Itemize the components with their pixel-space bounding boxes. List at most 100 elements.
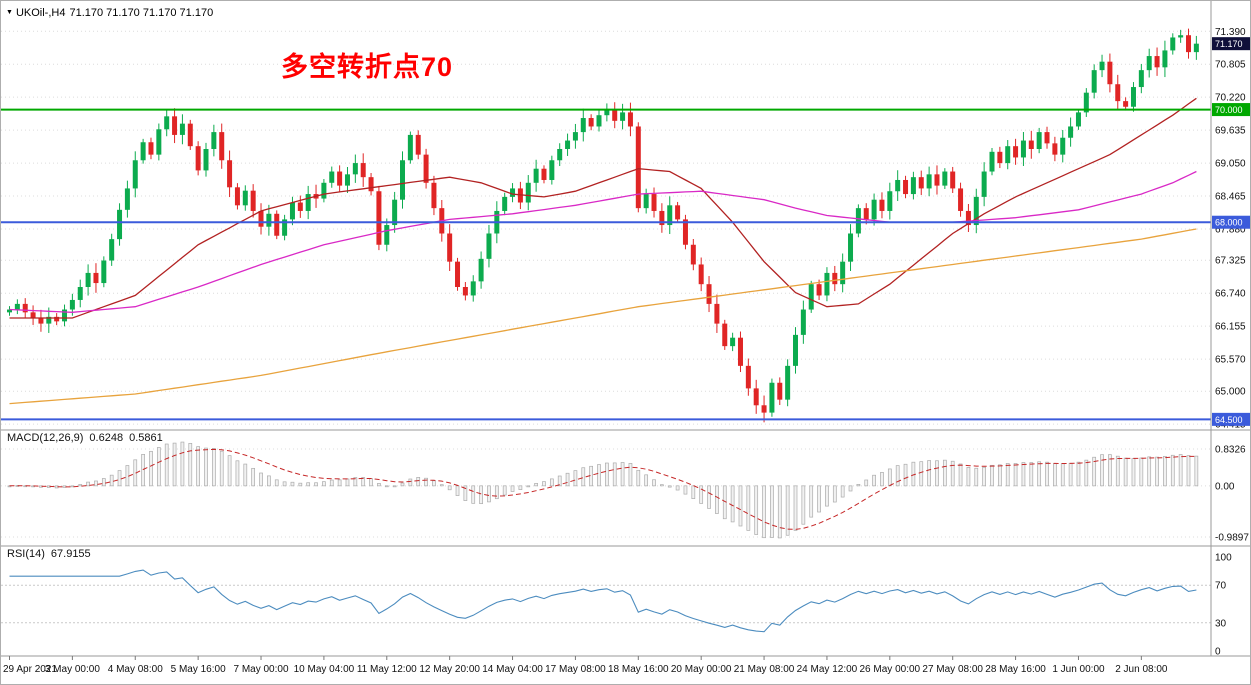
candle-body <box>187 123 193 147</box>
macd-histogram-bar <box>94 480 98 487</box>
macd-histogram-bar <box>581 467 586 487</box>
candle-body <box>415 134 421 155</box>
macd-histogram-bar <box>1076 461 1081 487</box>
macd-histogram-bar <box>762 485 766 539</box>
candle-body <box>195 146 201 171</box>
macd-histogram-bar <box>384 485 389 488</box>
main-price-pane[interactable] <box>1 1 1211 430</box>
candle-body <box>714 303 720 324</box>
time-axis-label: 21 May 08:00 <box>734 664 795 675</box>
candle-body <box>533 168 539 183</box>
macd-histogram-bar <box>298 482 303 487</box>
macd-histogram-bar <box>660 484 664 487</box>
candle-body <box>132 160 138 189</box>
macd-histogram-bar <box>542 481 546 487</box>
time-axis-label: 1 Jun 00:00 <box>1052 664 1105 675</box>
ma-line-fast-red <box>9 97 1197 319</box>
collapse-triangle-icon[interactable]: ▼ <box>6 9 13 16</box>
macd-histogram-bar <box>730 485 735 523</box>
macd-histogram-bar <box>754 485 759 535</box>
candle-body <box>344 174 350 186</box>
macd-histogram-bar <box>306 482 311 487</box>
time-axis[interactable] <box>1 656 1250 684</box>
candle-body <box>863 208 869 220</box>
candle-body <box>1075 112 1081 127</box>
candle-body <box>1013 146 1019 158</box>
price-axis-label: 65.000 <box>1215 387 1246 398</box>
candle-body <box>54 316 60 322</box>
macd-histogram-bar <box>919 461 924 487</box>
rsi-axis-label: 0 <box>1215 647 1221 658</box>
macd-histogram-bar <box>408 478 413 487</box>
macd-histogram-bar <box>974 467 979 487</box>
macd-histogram-bar <box>1170 454 1175 487</box>
last-price-badge-label: 71.170 <box>1215 39 1243 49</box>
candle-body <box>392 199 398 226</box>
candle-body <box>14 303 20 310</box>
macd-histogram-bar <box>463 485 468 501</box>
candle-body <box>1170 37 1176 51</box>
macd-histogram-bar <box>770 485 774 538</box>
price-level-badge <box>1212 215 1250 229</box>
candle-body <box>227 160 233 188</box>
candle-body <box>541 168 547 180</box>
candle-body <box>808 284 814 310</box>
candle-body <box>93 272 99 284</box>
macd-histogram-bar <box>227 455 232 487</box>
macd-histogram-bar <box>707 485 711 509</box>
candle-body <box>816 284 822 296</box>
macd-histogram-bar <box>400 482 405 487</box>
candle-body <box>824 272 830 296</box>
candle-body <box>667 205 673 226</box>
price-axis-label: 71.390 <box>1215 27 1246 38</box>
candle-body <box>478 258 484 282</box>
candle-body <box>297 202 303 211</box>
macd-histogram-bar <box>1147 456 1152 487</box>
price-axis[interactable] <box>1211 1 1250 656</box>
candle-body <box>1130 87 1136 107</box>
time-axis-label: 24 May 12:00 <box>797 664 858 675</box>
candle-body <box>77 287 83 300</box>
price-level-badge-label: 70.000 <box>1215 105 1243 115</box>
macd-pane[interactable] <box>1 430 1211 546</box>
macd-histogram-bar <box>1045 461 1049 487</box>
macd-histogram-bar <box>86 481 90 487</box>
time-axis-label: 4 May 08:00 <box>108 664 163 675</box>
ma-line-slow-orange <box>9 228 1197 405</box>
macd-histogram-bar <box>361 477 366 487</box>
candle-body <box>997 151 1003 164</box>
candle-body <box>510 188 516 197</box>
candle-body <box>179 123 185 135</box>
candle-body <box>651 194 657 211</box>
rsi-pane[interactable] <box>1 546 1211 656</box>
candle-body <box>69 299 75 310</box>
macd-histogram-bar <box>251 467 256 487</box>
macd-histogram-bar <box>424 477 428 487</box>
candle-body <box>753 388 759 406</box>
macd-histogram-bar <box>966 467 971 487</box>
time-axis-label: 3 May 00:00 <box>45 664 100 675</box>
candle-body <box>769 382 775 413</box>
candle-body <box>1060 137 1066 155</box>
candle-body <box>942 171 948 186</box>
candle-body <box>785 365 791 400</box>
candle-body <box>502 196 508 211</box>
macd-histogram-bar <box>259 472 263 487</box>
macd-histogram-bar <box>282 481 287 487</box>
candle-body <box>965 210 971 226</box>
time-axis-label: 18 May 16:00 <box>608 664 669 675</box>
price-axis-label: 67.325 <box>1215 256 1246 267</box>
macd-histogram-bar <box>78 484 83 487</box>
macd-histogram-bar <box>935 460 939 487</box>
macd-histogram-bar <box>101 478 106 487</box>
candle-body <box>1154 56 1160 68</box>
candle-body <box>22 303 28 313</box>
candle-body <box>1020 140 1026 158</box>
candle-body <box>973 196 979 226</box>
candle-body <box>604 109 610 116</box>
candle-body <box>38 317 44 324</box>
candle-body <box>219 132 225 161</box>
candle-body <box>730 337 736 347</box>
rsi-axis-label: 30 <box>1215 618 1227 629</box>
